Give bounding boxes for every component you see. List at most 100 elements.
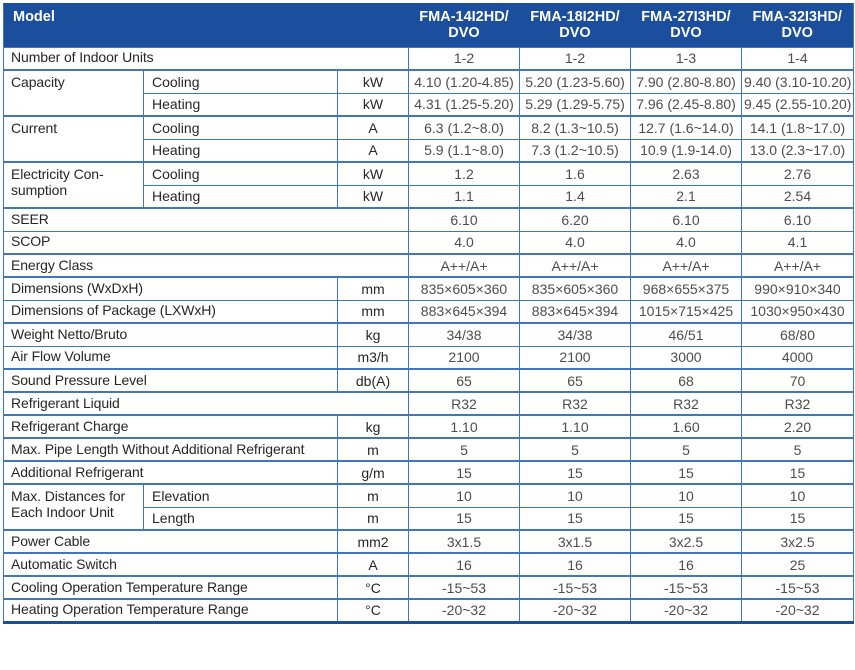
unit-cell: m (337, 438, 409, 461)
row-label: Number of Indoor Units (3, 47, 409, 70)
table-row: Heating kW 1.1 1.4 2.1 2.54 (3, 185, 854, 208)
table-row: Max. Distances for Each Indoor Unit Eleva… (3, 484, 854, 530)
value-cell: 7.96 (2.45-8.80) (630, 93, 742, 116)
table-row: Current Cooling A 6.3 (1.2~8.0) 8.2 (1.3~10.… (3, 116, 854, 162)
value-cell: 4.0 (519, 231, 631, 254)
value-cell: 1015×715×425 (630, 300, 742, 323)
value-cell: 1-2 (408, 47, 520, 70)
row-label: Automatic Switch (3, 553, 338, 576)
table-row: SCOP 4.0 4.0 4.0 4.1 (3, 231, 854, 254)
value-cell: 5 (408, 438, 520, 461)
value-cell: 3x1.5 (519, 530, 631, 553)
spec-table-body: Number of Indoor Units 1-2 1-2 1-3 1-4 Capaci… (3, 47, 854, 622)
value-cell: 1.2 (408, 162, 520, 185)
row-sublabel: Cooling (143, 70, 338, 93)
unit-cell: g/m (337, 461, 409, 484)
value-cell: 835×605×360 (408, 277, 520, 300)
value-cell: 16 (519, 553, 631, 576)
value-cell: 2.20 (741, 415, 854, 438)
row-label: SCOP (3, 231, 409, 254)
value-cell: 4.0 (630, 231, 742, 254)
row-label: Heating Operation Temperature Range (3, 599, 338, 622)
value-cell: 10 (408, 484, 520, 507)
table-row: Weight Netto/Bruto kg 34/38 34/38 46/51 68/80 (3, 323, 854, 346)
row-label: Air Flow Volume (3, 346, 338, 369)
row-label: Refrigerant Charge (3, 415, 338, 438)
value-cell: 15 (741, 461, 854, 484)
table-row: Additional Refrigerant g/m 15 15 15 15 (3, 461, 854, 484)
table-row: Sound Pressure Level db(A) 65 65 68 70 (3, 369, 854, 392)
unit-cell: mm (337, 277, 409, 300)
value-cell: 3x2.5 (630, 530, 742, 553)
value-cell: 6.20 (519, 208, 631, 231)
value-cell: 13.0 (2.3~17.0) (741, 139, 854, 162)
value-cell: 4.31 (1.25-5.20) (408, 93, 520, 116)
table-row: Air Flow Volume m3/h 2100 2100 3000 4000 (3, 346, 854, 369)
row-label: Max. Distances for Each Indoor Unit (3, 484, 144, 530)
value-cell: 10 (630, 484, 742, 507)
value-cell: R32 (519, 392, 631, 415)
value-cell: 70 (741, 369, 854, 392)
row-sublabel: Cooling (143, 116, 338, 139)
value-cell: 3x2.5 (741, 530, 854, 553)
value-cell: 9.45 (2.55-10.20) (741, 93, 854, 116)
value-cell: A++/A+ (408, 254, 520, 277)
row-sublabel: Cooling (143, 162, 338, 185)
value-cell: 2.76 (741, 162, 854, 185)
value-cell: 1-4 (741, 47, 854, 70)
value-cell: 46/51 (630, 323, 742, 346)
value-cell: 2100 (519, 346, 631, 369)
row-label: Cooling Operation Temperature Range (3, 576, 338, 599)
header-row: Model FMA-14I2HD/DVO FMA-18I2HD/DVO FMA-27… (3, 3, 854, 47)
value-cell: 15 (741, 507, 854, 530)
value-cell: 7.3 (1.2~10.5) (519, 139, 631, 162)
table-row: Dimensions of Package (LXWxH) mm 883×645×3… (3, 300, 854, 323)
row-label: Max. Pipe Length Without Additional Refr… (3, 438, 338, 461)
row-label: Energy Class (3, 254, 409, 277)
value-cell: 990×910×340 (741, 277, 854, 300)
table-row: Heating Operation Temperature Range °C -20… (3, 599, 854, 622)
value-cell: 4.1 (741, 231, 854, 254)
value-cell: 15 (630, 507, 742, 530)
table-row: Energy Class A++/A+ A++/A+ A++/A+ A++/A+ (3, 254, 854, 277)
value-cell: 1.10 (408, 415, 520, 438)
row-sublabel: Heating (143, 93, 338, 116)
table-row: Heating A 5.9 (1.1~8.0) 7.3 (1.2~10.5) 10.9 … (3, 139, 854, 162)
row-label: Additional Refrigerant (3, 461, 338, 484)
value-cell: -15~53 (408, 576, 520, 599)
value-cell: 12.7 (1.6~14.0) (630, 116, 742, 139)
value-cell: 15 (519, 507, 631, 530)
value-cell: 9.40 (3.10-10.20) (741, 70, 854, 93)
value-cell: 1.10 (519, 415, 631, 438)
value-cell: 16 (408, 553, 520, 576)
value-cell: 68 (630, 369, 742, 392)
unit-cell: db(A) (337, 369, 409, 392)
table-row: Length m 15 15 15 15 (3, 507, 854, 530)
table-row: Capacity Cooling kW 4.10 (1.20-4.85) 5.20 (1… (3, 70, 854, 116)
value-cell: -20~32 (741, 599, 854, 622)
value-cell: 1-3 (630, 47, 742, 70)
value-cell: 3000 (630, 346, 742, 369)
row-sublabel: Heating (143, 185, 338, 208)
value-cell: 1-2 (519, 47, 631, 70)
unit-cell: kW (337, 70, 409, 93)
value-cell: 15 (519, 461, 631, 484)
table-row: Refrigerant Charge kg 1.10 1.10 1.60 2.20 (3, 415, 854, 438)
row-sublabel: Heating (143, 139, 338, 162)
unit-cell: A (337, 116, 409, 139)
value-cell: 2100 (408, 346, 520, 369)
value-cell: R32 (741, 392, 854, 415)
value-cell: 6.10 (408, 208, 520, 231)
table-row: Heating kW 4.31 (1.25-5.20) 5.29 (1.29-5.75… (3, 93, 854, 116)
value-cell: 65 (408, 369, 520, 392)
value-cell: 835×605×360 (519, 277, 631, 300)
model-column-header: FMA-27I3HD/DVO (630, 3, 742, 47)
table-row: Dimensions (WxDxH) mm 835×605×360 835×605×3… (3, 277, 854, 300)
value-cell: 10 (741, 484, 854, 507)
value-cell: R32 (630, 392, 742, 415)
row-label: Power Cable (3, 530, 338, 553)
value-cell: 1.1 (408, 185, 520, 208)
row-label: SEER (3, 208, 409, 231)
value-cell: 2.1 (630, 185, 742, 208)
unit-cell: kg (337, 323, 409, 346)
